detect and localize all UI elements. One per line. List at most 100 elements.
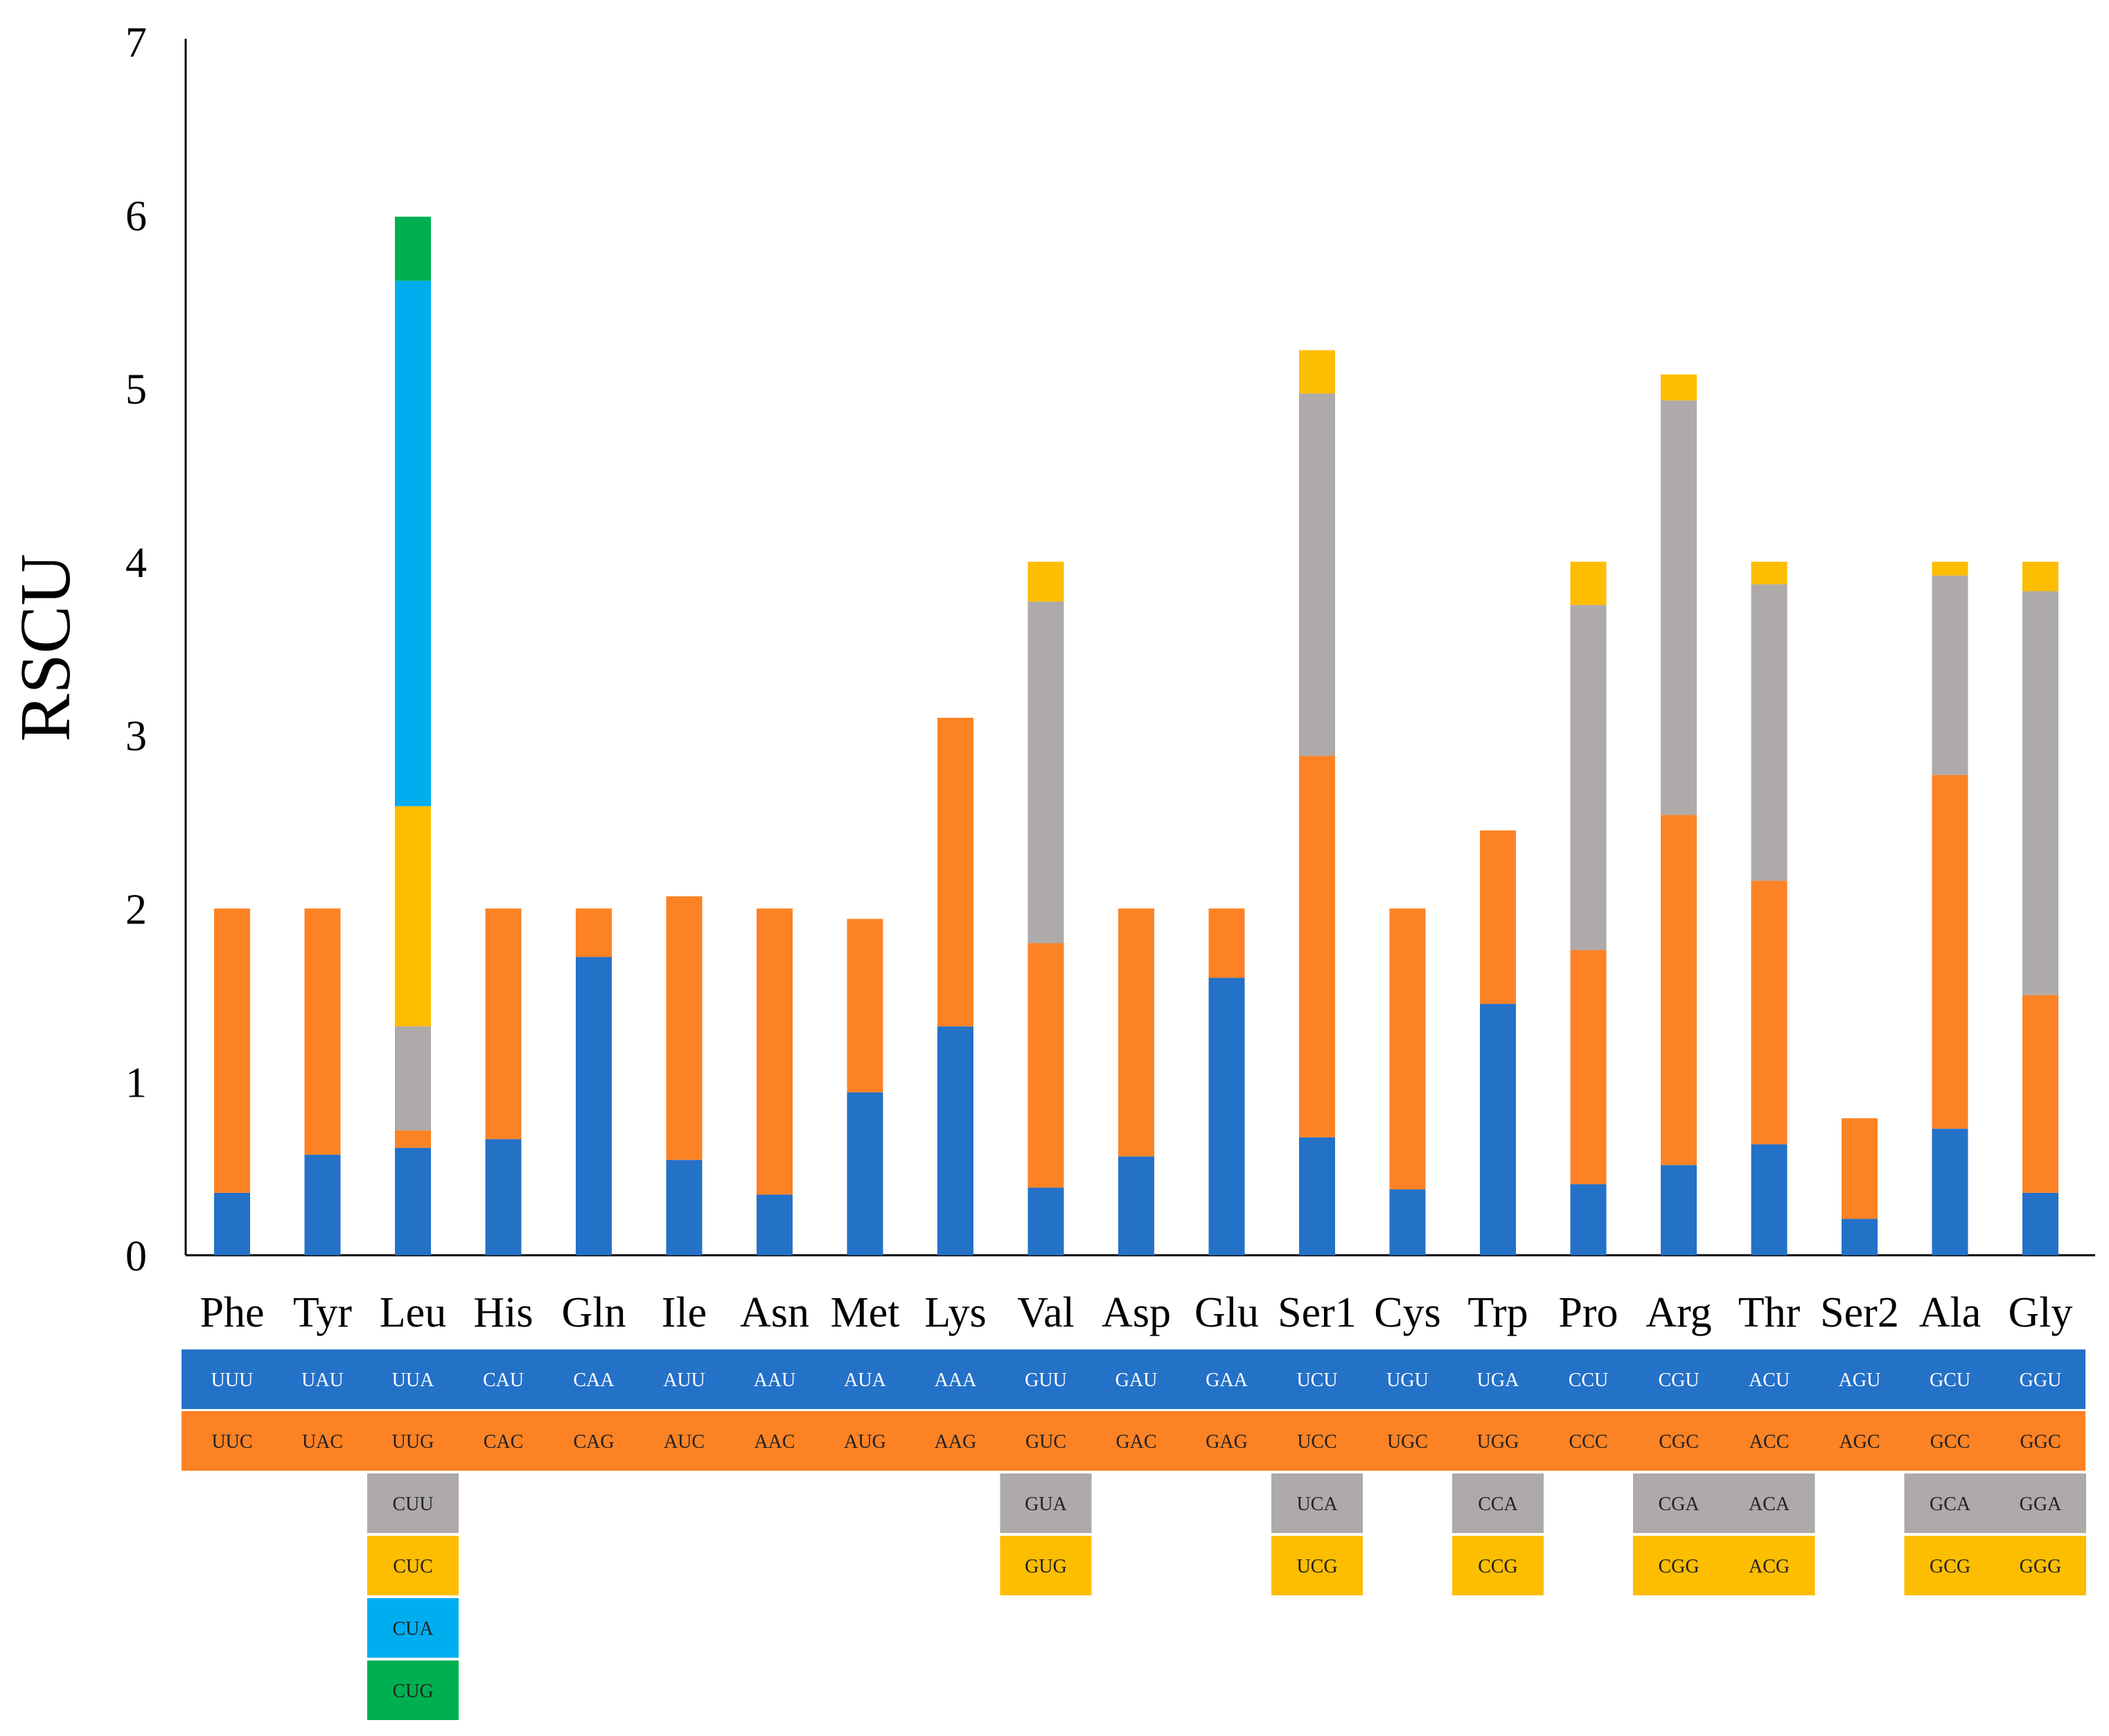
codon-cell-cua [367,1598,459,1658]
bar-segment-arg-2 [1661,815,1697,1165]
x-tick-label: Val [1017,1289,1075,1336]
x-tick-label: Ala [1919,1289,1982,1336]
codon-label: UCU [1296,1370,1337,1391]
bar-segment-arg-3 [1661,400,1697,815]
bar-segment-thr-3 [1751,584,1788,881]
y-tick-label: 2 [125,886,147,933]
y-axis-title: RSCU [6,553,85,742]
codon-label: GCC [1930,1431,1970,1453]
codon-cell-cgg [1633,1536,1724,1595]
codon-label: UGA [1477,1370,1519,1391]
bar-segment-val-4 [1027,561,1064,602]
bar-segment-pro-2 [1570,950,1607,1185]
codon-label: AAC [754,1431,795,1453]
bar-segment-leu-5 [395,281,431,806]
bar-segment-ser1-4 [1299,350,1335,394]
bar-segment-leu-1 [395,1147,431,1255]
codon-label: CGG [1658,1556,1699,1577]
bar-segment-asn-1 [757,1194,793,1255]
codon-label: GCG [1930,1556,1970,1577]
bar-segment-ile-1 [666,1160,703,1255]
bar-segment-phe-2 [214,908,250,1193]
bar-segment-trp-1 [1480,1004,1516,1255]
codon-label: CGC [1659,1431,1699,1453]
codon-label: GCU [1930,1370,1970,1391]
codon-cell-gcg [1904,1536,1996,1595]
x-tick-label: Lys [924,1289,987,1336]
bar-segment-ser1-1 [1299,1137,1335,1255]
codon-label: GGG [2020,1556,2062,1577]
codon-label: UGC [1387,1431,1428,1453]
x-tick-label: Ser1 [1278,1289,1357,1336]
bar-segment-leu-6 [395,216,431,281]
bar-segment-cys-2 [1389,908,1426,1189]
bar-segment-his-1 [485,1139,522,1255]
y-tick-label: 0 [125,1233,147,1280]
y-tick-label: 6 [125,193,147,240]
bar-segment-asp-2 [1118,908,1154,1157]
bar-segment-glu-2 [1208,908,1245,978]
codon-cell-uca [1271,1473,1363,1533]
bar-segment-leu-3 [395,1026,431,1131]
codon-label: CUA [392,1618,434,1640]
y-tick-label: 7 [125,19,147,67]
codon-label: GAU [1115,1370,1158,1391]
x-tick-label: Arg [1645,1289,1711,1336]
codon-label: ACC [1749,1431,1790,1453]
codon-label: CAG [573,1431,614,1453]
codon-label: CGU [1658,1370,1699,1391]
codon-row-1-band [182,1349,2085,1409]
codon-label: UCC [1297,1431,1337,1453]
x-tick-label: Trp [1467,1289,1528,1336]
codon-label: UUC [211,1431,252,1453]
codon-label: AAA [935,1370,977,1391]
x-tick-label: Tyr [293,1289,353,1336]
codon-label: AUA [844,1370,886,1391]
codon-label: UGU [1386,1370,1429,1391]
codon-label: UUU [211,1370,254,1391]
codon-label: UUA [392,1370,434,1391]
bar-segment-pro-4 [1570,561,1607,605]
codon-label: UCA [1296,1494,1338,1515]
codon-cell-ucg [1271,1536,1363,1595]
x-tick-label: Met [831,1289,900,1336]
codon-label: GGC [2020,1431,2061,1453]
bar-segment-val-1 [1027,1187,1064,1255]
codon-label: AUG [844,1431,886,1453]
x-tick-label: Phe [200,1289,265,1336]
x-tick-label: Ser2 [1820,1289,1899,1336]
x-tick-label: Glu [1194,1289,1259,1336]
codon-cell-gga [1995,1473,2086,1533]
bar-segment-thr-4 [1751,561,1788,585]
y-tick-label: 1 [125,1060,147,1107]
codon-row-2-band [182,1411,2085,1471]
x-tick-label: His [473,1289,533,1336]
x-tick-label: Ile [662,1289,707,1336]
codon-label: CCG [1478,1556,1518,1577]
bar-segment-ile-2 [666,896,703,1160]
codon-label: GUA [1025,1494,1067,1515]
bar-segment-val-2 [1027,943,1064,1188]
bar-segment-leu-2 [395,1130,431,1148]
bar-segment-ser2-2 [1842,1118,1878,1219]
bar-segment-pro-3 [1570,605,1607,950]
codon-label: UUG [392,1431,434,1453]
codon-label: CCU [1569,1370,1609,1391]
codon-cell-aca [1723,1473,1815,1533]
codon-label: CUU [392,1494,433,1515]
codon-label: AAU [754,1370,796,1391]
bar-segment-lys-1 [937,1026,973,1255]
codon-label: UCG [1296,1556,1337,1577]
codon-label: ACU [1749,1370,1790,1391]
codon-label: GAA [1206,1370,1248,1391]
x-tick-label: Asn [740,1289,809,1336]
bar-segment-arg-4 [1661,374,1697,401]
codon-label: GAC [1115,1431,1156,1453]
bar-segment-thr-2 [1751,880,1788,1144]
codon-label: UAC [302,1431,343,1453]
codon-cell-cga [1633,1473,1724,1533]
codon-cell-ggg [1995,1536,2086,1595]
x-tick-label: Thr [1738,1289,1801,1336]
codon-cell-gua [1000,1473,1092,1533]
